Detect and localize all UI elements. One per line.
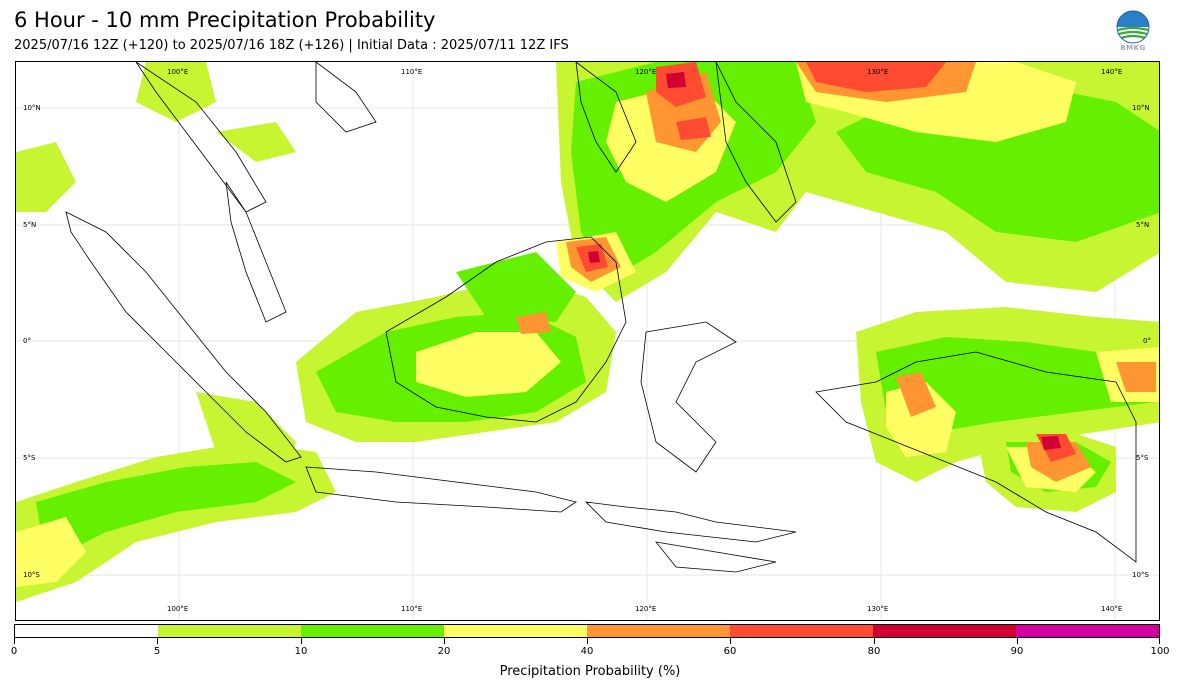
logo-text: BMKG — [1120, 44, 1146, 52]
colorbar-tick-label: 5 — [153, 646, 161, 657]
page-subtitle: 2025/07/16 12Z (+120) to 2025/07/16 18Z … — [14, 38, 569, 53]
colorbar-segment — [158, 625, 301, 637]
colorbar-tick — [874, 638, 875, 644]
colorbar-tick-label: 60 — [723, 646, 737, 657]
colorbar-tick — [444, 638, 445, 644]
lon-label-bottom: 110°E — [401, 605, 423, 613]
lat-label-right: 5°S — [1136, 454, 1149, 462]
lat-label-left: 5°N — [23, 221, 37, 229]
colorbar-tick-label: 20 — [437, 646, 451, 657]
colorbar-tick — [1017, 638, 1018, 644]
colorbar-tick-label: 100 — [1150, 646, 1170, 657]
lon-label-bottom: 100°E — [167, 605, 189, 613]
colorbar-segment — [1016, 625, 1159, 637]
colorbar-tick-label: 80 — [867, 646, 881, 657]
lon-label-top: 110°E — [401, 68, 423, 76]
lat-label-left: 5°S — [23, 454, 36, 462]
lat-label-right: 10°S — [1132, 571, 1149, 579]
colorbar-segment — [730, 625, 873, 637]
colorbar-tick — [730, 638, 731, 644]
lat-label-left: 10°N — [23, 104, 41, 112]
colorbar-tick — [301, 638, 302, 644]
colorbar-segment — [873, 625, 1016, 637]
colorbar-tick — [1159, 638, 1160, 644]
colorbar-tick-label: 90 — [1010, 646, 1024, 657]
colorbar-tick — [157, 638, 158, 644]
lat-label-left: 0° — [23, 337, 31, 345]
precipitation-map: 100°E 110°E 120°E 130°E 140°E 100°E 110°… — [15, 61, 1160, 621]
colorbar — [14, 624, 1160, 638]
colorbar-tick-label: 40 — [580, 646, 594, 657]
lon-label-bottom: 120°E — [635, 605, 657, 613]
lat-label-right: 0° — [1143, 337, 1151, 345]
page-title: 6 Hour - 10 mm Precipitation Probability — [14, 8, 436, 32]
colorbar-segment — [301, 625, 444, 637]
colorbar-segment — [444, 625, 587, 637]
colorbar-tick-label: 0 — [10, 646, 18, 657]
lon-label-bottom: 140°E — [1101, 605, 1123, 613]
lon-label-top: 140°E — [1101, 68, 1123, 76]
coastlines — [65, 62, 1137, 573]
colorbar-segment — [15, 625, 158, 637]
colorbar-tick — [14, 638, 15, 644]
map-canvas — [16, 62, 1159, 620]
lon-label-top: 100°E — [167, 68, 189, 76]
precip-field-crimson — [588, 72, 1061, 450]
colorbar-tick — [587, 638, 588, 644]
lon-label-top: 120°E — [635, 68, 657, 76]
colorbar-tick-label: 10 — [294, 646, 308, 657]
lat-label-right: 5°N — [1136, 221, 1150, 229]
lat-label-left: 10°S — [23, 571, 40, 579]
lon-label-bottom: 130°E — [867, 605, 889, 613]
globe-icon — [1116, 10, 1150, 44]
lon-label-top: 130°E — [867, 68, 889, 76]
colorbar-segment — [587, 625, 730, 637]
bmkg-logo: BMKG — [1112, 10, 1154, 56]
lat-label-right: 10°N — [1132, 104, 1150, 112]
colorbar-title: Precipitation Probability (%) — [499, 664, 681, 679]
